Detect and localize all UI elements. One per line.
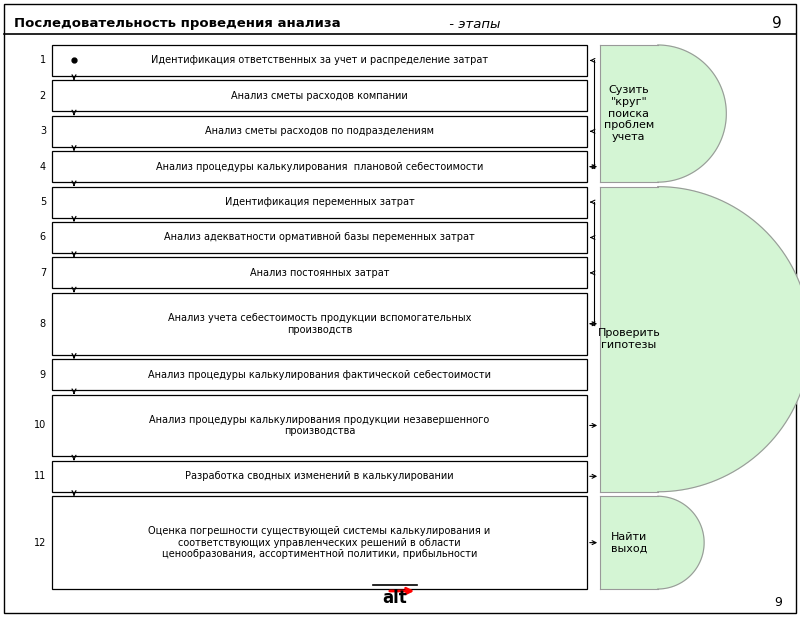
FancyBboxPatch shape (52, 186, 587, 218)
Text: 1: 1 (40, 56, 46, 65)
Text: 4: 4 (40, 162, 46, 172)
Text: Анализ процедуры калькулирования фактической себестоимости: Анализ процедуры калькулирования фактиче… (148, 370, 491, 379)
FancyBboxPatch shape (52, 257, 587, 288)
Text: 9: 9 (40, 370, 46, 379)
Text: 11: 11 (34, 471, 46, 481)
Text: 8: 8 (40, 319, 46, 329)
Text: 2: 2 (40, 91, 46, 101)
Text: Последовательность проведения анализа: Последовательность проведения анализа (14, 17, 341, 30)
Text: Анализ процедуры калькулирования продукции незавершенного
производства: Анализ процедуры калькулирования продукц… (150, 415, 490, 436)
Text: 10: 10 (34, 420, 46, 431)
Text: Идентификация переменных затрат: Идентификация переменных затрат (225, 197, 414, 207)
Text: 9: 9 (772, 17, 782, 31)
Text: Анализ процедуры калькулирования  плановой себестоимости: Анализ процедуры калькулирования планово… (156, 162, 483, 172)
Text: Найти
выход: Найти выход (610, 532, 647, 553)
FancyBboxPatch shape (52, 496, 587, 589)
Text: Сузить
"круг"
поиска
проблем
учета: Сузить "круг" поиска проблем учета (604, 85, 654, 142)
FancyBboxPatch shape (52, 293, 587, 355)
FancyBboxPatch shape (52, 394, 587, 457)
Text: Оценка погрешности существующей системы калькулирования и
соответствующих управл: Оценка погрешности существующей системы … (148, 526, 490, 559)
Text: 9: 9 (774, 596, 782, 609)
FancyBboxPatch shape (52, 222, 587, 253)
Text: 6: 6 (40, 233, 46, 242)
FancyBboxPatch shape (52, 116, 587, 147)
Text: alt: alt (382, 589, 407, 607)
FancyBboxPatch shape (52, 80, 587, 111)
FancyBboxPatch shape (600, 496, 658, 589)
Text: Анализ сметы расходов компании: Анализ сметы расходов компании (231, 91, 408, 101)
Text: Анализ адекватности ормативной базы переменных затрат: Анализ адекватности ормативной базы пере… (164, 233, 475, 242)
Text: - этапы: - этапы (445, 17, 501, 30)
Text: Анализ сметы расходов по подразделениям: Анализ сметы расходов по подразделениям (205, 126, 434, 136)
FancyBboxPatch shape (600, 186, 658, 492)
Polygon shape (658, 496, 704, 589)
Text: Идентификация ответственных за учет и распределение затрат: Идентификация ответственных за учет и ра… (151, 56, 488, 65)
Polygon shape (658, 186, 800, 492)
FancyBboxPatch shape (52, 151, 587, 182)
Text: 5: 5 (40, 197, 46, 207)
Polygon shape (658, 45, 726, 182)
FancyBboxPatch shape (600, 45, 658, 182)
Text: Проверить
гипотезы: Проверить гипотезы (598, 328, 660, 350)
Text: Анализ постоянных затрат: Анализ постоянных затрат (250, 268, 390, 278)
Text: 3: 3 (40, 126, 46, 136)
Text: Анализ учета себестоимость продукции вспомогательных
производств: Анализ учета себестоимость продукции всп… (168, 313, 471, 334)
Text: Разработка сводных изменений в калькулировании: Разработка сводных изменений в калькулир… (185, 471, 454, 481)
FancyBboxPatch shape (52, 359, 587, 390)
FancyBboxPatch shape (52, 45, 587, 76)
Text: 7: 7 (40, 268, 46, 278)
FancyBboxPatch shape (52, 461, 587, 492)
Text: 12: 12 (34, 537, 46, 548)
